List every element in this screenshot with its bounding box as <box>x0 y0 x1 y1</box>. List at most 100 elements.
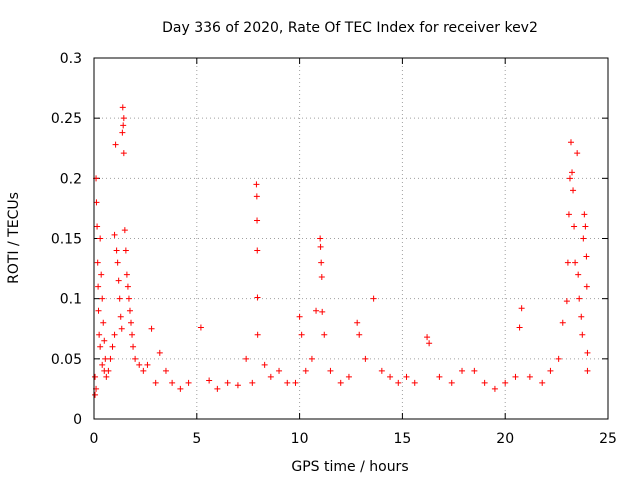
data-points <box>92 104 591 398</box>
data-point <box>206 377 213 384</box>
data-point <box>403 373 410 380</box>
data-point <box>576 295 583 302</box>
x-tick-label: 10 <box>291 431 309 447</box>
data-point <box>120 115 127 122</box>
data-point <box>197 324 204 331</box>
data-point <box>317 235 324 242</box>
data-point <box>96 331 103 338</box>
data-point <box>502 379 509 386</box>
data-point <box>292 379 299 386</box>
data-point <box>571 223 578 230</box>
data-point <box>395 379 402 386</box>
data-point <box>148 325 155 332</box>
data-point <box>121 227 128 234</box>
data-point <box>354 319 361 326</box>
y-tick-label: 0.3 <box>60 51 82 67</box>
data-point <box>234 382 241 389</box>
x-tick-label: 25 <box>599 431 617 447</box>
data-point <box>156 349 163 356</box>
data-point <box>94 223 101 230</box>
data-point <box>318 274 325 281</box>
data-point <box>471 367 478 374</box>
data-point <box>317 243 324 250</box>
y-tick-label: 0.1 <box>60 292 82 308</box>
x-axis-label: GPS time / hours <box>291 459 408 475</box>
data-point <box>254 331 261 338</box>
data-point <box>370 295 377 302</box>
data-point <box>112 141 119 148</box>
data-point <box>570 187 577 194</box>
data-point <box>132 355 139 362</box>
data-point <box>581 211 588 218</box>
data-point <box>101 337 108 344</box>
data-point <box>249 379 256 386</box>
data-point <box>276 367 283 374</box>
data-point <box>575 271 582 278</box>
data-point <box>313 307 320 314</box>
data-point <box>102 355 109 362</box>
data-point <box>111 231 118 238</box>
data-point <box>582 223 589 230</box>
data-point <box>92 373 99 380</box>
data-point <box>129 331 136 338</box>
data-point <box>261 361 268 368</box>
data-point <box>555 355 562 362</box>
data-point <box>98 271 105 278</box>
data-point <box>583 283 590 290</box>
data-point <box>319 308 326 315</box>
data-point <box>114 259 121 266</box>
y-axis-label: ROTI / TECUs <box>6 192 22 284</box>
y-tick-label: 0.15 <box>51 232 82 248</box>
data-point <box>105 367 112 374</box>
data-point <box>547 367 554 374</box>
data-point <box>122 247 129 254</box>
x-tick-label: 20 <box>496 431 514 447</box>
x-tick-label: 15 <box>393 431 411 447</box>
data-point <box>111 331 118 338</box>
data-point <box>253 181 260 188</box>
data-point <box>337 379 344 386</box>
data-point <box>130 343 137 350</box>
data-point <box>92 391 99 398</box>
data-point <box>284 379 291 386</box>
data-point <box>113 247 120 254</box>
data-point <box>584 367 591 374</box>
data-point <box>136 361 143 368</box>
data-point <box>569 169 576 176</box>
data-point <box>254 294 261 301</box>
data-point <box>539 379 546 386</box>
chart-title: Day 336 of 2020, Rate Of TEC Index for r… <box>162 20 538 36</box>
data-point <box>152 379 159 386</box>
data-point <box>123 271 130 278</box>
data-point <box>254 247 261 254</box>
data-point <box>94 259 101 266</box>
data-point <box>512 373 519 380</box>
data-point <box>120 150 127 157</box>
data-point <box>243 355 250 362</box>
data-point <box>169 379 176 386</box>
data-point <box>345 373 352 380</box>
data-point <box>516 324 523 331</box>
data-point <box>254 217 261 224</box>
data-point <box>109 343 116 350</box>
data-point <box>95 307 102 314</box>
data-point <box>579 331 586 338</box>
data-point <box>327 367 334 374</box>
plot-frame <box>93 57 609 420</box>
data-point <box>559 319 566 326</box>
data-point <box>318 259 325 266</box>
data-point <box>162 367 169 374</box>
y-tick-label: 0.05 <box>51 352 82 368</box>
data-point <box>95 283 102 290</box>
data-point <box>578 313 585 320</box>
data-point <box>563 298 570 305</box>
data-point <box>140 367 147 374</box>
y-tick-label: 0.25 <box>51 111 82 127</box>
data-point <box>565 211 572 218</box>
y-tick-label: 0.2 <box>60 171 82 187</box>
data-point <box>128 319 135 326</box>
data-point <box>124 283 131 290</box>
data-point <box>117 313 124 320</box>
data-point <box>574 150 581 157</box>
